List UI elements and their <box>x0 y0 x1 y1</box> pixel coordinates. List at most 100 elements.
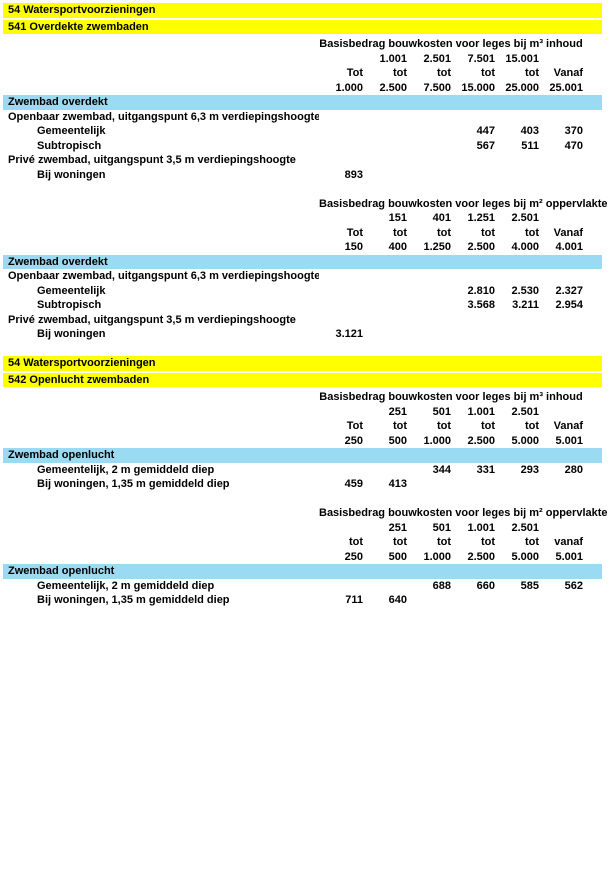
column-header-cell: 1.000 <box>423 434 451 447</box>
column-header-spacer <box>3 81 319 96</box>
column-header-spacer <box>3 405 319 420</box>
group-header: Basisbedrag bouwkosten voor leges bij m²… <box>319 507 608 519</box>
group-header-row: Basisbedrag bouwkosten voor leges bij m³… <box>3 390 602 405</box>
column-header-cell <box>319 52 363 67</box>
column-header-spacer <box>3 521 319 536</box>
cell-value <box>319 298 363 313</box>
column-header-cell: 151 <box>388 212 407 224</box>
column-header-cell: tot <box>392 536 407 548</box>
column-header-cell <box>539 52 583 67</box>
fee-table: Basisbedrag bouwkosten voor leges bij m³… <box>0 37 609 182</box>
column-header-cell: 1.001 <box>379 52 407 65</box>
column-header-cell: 1.001 <box>467 521 495 534</box>
cell-value: 280 <box>564 463 583 476</box>
row-label: Gemeentelijk <box>37 125 106 137</box>
cell-value <box>319 139 363 154</box>
column-header-row: Tot tot tot tot tot Vanaf <box>3 226 602 241</box>
column-header-cell: 401 <box>432 212 451 224</box>
cell-value <box>363 579 407 594</box>
column-header-cell: 5.001 <box>555 550 583 563</box>
cell-value <box>451 593 495 608</box>
cell-value <box>407 593 451 608</box>
group-header-spacer <box>3 197 319 212</box>
column-header-cell: 5.001 <box>555 434 583 447</box>
cell-value <box>451 168 495 183</box>
column-header-row: 1.001 2.501 7.501 15.001 <box>3 52 602 67</box>
cell-value <box>363 298 407 313</box>
section-banner-line: 54 Watersportvoorzieningen <box>3 356 602 371</box>
column-header-cell: 7.500 <box>423 81 451 94</box>
row-label: Bij woningen <box>37 328 106 340</box>
cell-value: 403 <box>520 125 539 137</box>
column-header-spacer <box>3 419 319 434</box>
column-header-cell: tot <box>436 420 451 432</box>
column-header-cell: tot <box>524 67 539 79</box>
column-header-cell: 250 <box>344 550 363 563</box>
group-header-spacer <box>3 390 319 405</box>
section-banner: 54 Watersportvoorzieningen 542 Openlucht … <box>0 356 609 387</box>
cell-value <box>363 463 407 478</box>
cell-value: 562 <box>564 579 583 592</box>
row-label: Openbaar zwembad, uitgangspunt 6,3 m ver… <box>8 270 319 282</box>
cell-value <box>363 124 407 139</box>
cell-value: 585 <box>520 579 539 592</box>
cell-value <box>539 153 583 168</box>
cell-value <box>539 327 583 342</box>
cell-value: 3.121 <box>335 328 363 340</box>
column-header-cell: 150 <box>344 241 363 253</box>
row-label: Subtropisch <box>37 299 102 311</box>
column-header-cell: 2.500 <box>379 81 407 94</box>
table-subheader-row: Zwembad overdekt <box>3 95 602 110</box>
cell-value <box>495 110 539 125</box>
group-header-row: Basisbedrag bouwkosten voor leges bij m³… <box>3 37 602 52</box>
section-banner-line: 541 Overdekte zwembaden <box>3 19 602 34</box>
cell-value <box>363 284 407 299</box>
column-header-cell: 15.000 <box>461 81 495 94</box>
cell-value: 567 <box>476 139 495 152</box>
column-header-cell: Tot <box>346 226 363 239</box>
column-header-cell: Tot <box>346 67 363 79</box>
cell-value: 3.211 <box>512 299 539 311</box>
table-row: Subtropisch 567 511 470 <box>3 139 602 154</box>
cell-value <box>407 269 451 284</box>
column-header-cell: 2.501 <box>511 405 539 418</box>
table-row: Bij woningen 3.121 <box>3 327 602 342</box>
table-row: Openbaar zwembad, uitgangspunt 6,3 m ver… <box>3 110 602 125</box>
cell-value <box>539 477 583 492</box>
cell-value: 711 <box>345 594 363 606</box>
group-header-spacer <box>3 37 319 52</box>
column-header-row: 250 500 1.000 2.500 5.000 5.001 <box>3 550 602 565</box>
column-header-row: 250 500 1.000 2.500 5.000 5.001 <box>3 434 602 449</box>
cell-value: 2.810 <box>467 284 495 297</box>
cell-value <box>407 313 451 328</box>
column-header-cell: tot <box>392 420 407 432</box>
column-header-cell <box>539 211 583 226</box>
column-header-spacer <box>3 550 319 565</box>
column-header-spacer <box>3 211 319 226</box>
column-header-cell: tot <box>480 67 495 79</box>
cell-value <box>495 477 539 492</box>
column-header-cell <box>539 405 583 420</box>
cell-value <box>495 593 539 608</box>
row-label: Gemeentelijk, 2 m gemiddeld diep <box>37 463 215 476</box>
column-header-cell: 2.500 <box>467 241 495 253</box>
row-label: Bij woningen, 1,35 m gemiddeld diep <box>37 478 230 490</box>
table-subheader-row: Zwembad overdekt <box>3 254 602 269</box>
cell-value <box>319 313 363 328</box>
cell-value: 370 <box>564 125 583 137</box>
cell-value <box>495 313 539 328</box>
column-header-cell: tot <box>480 420 495 432</box>
table-row: Gemeentelijk 447 403 370 <box>3 124 602 139</box>
cell-value <box>495 327 539 342</box>
column-header-cell: tot <box>480 536 495 548</box>
cell-value <box>539 269 583 284</box>
cell-value <box>451 269 495 284</box>
column-header-row: 251 501 1.001 2.501 <box>3 521 602 536</box>
column-header-spacer <box>3 240 319 255</box>
group-header-row: Basisbedrag bouwkosten voor leges bij m²… <box>3 197 608 212</box>
table-row: Privé zwembad, uitgangspunt 3,5 m verdie… <box>3 153 602 168</box>
column-header-cell: 501 <box>432 405 451 418</box>
cell-value: 660 <box>476 579 495 592</box>
cell-value <box>539 110 583 125</box>
column-header-row: 1.000 2.500 7.500 15.000 25.000 25.001 <box>3 81 602 96</box>
